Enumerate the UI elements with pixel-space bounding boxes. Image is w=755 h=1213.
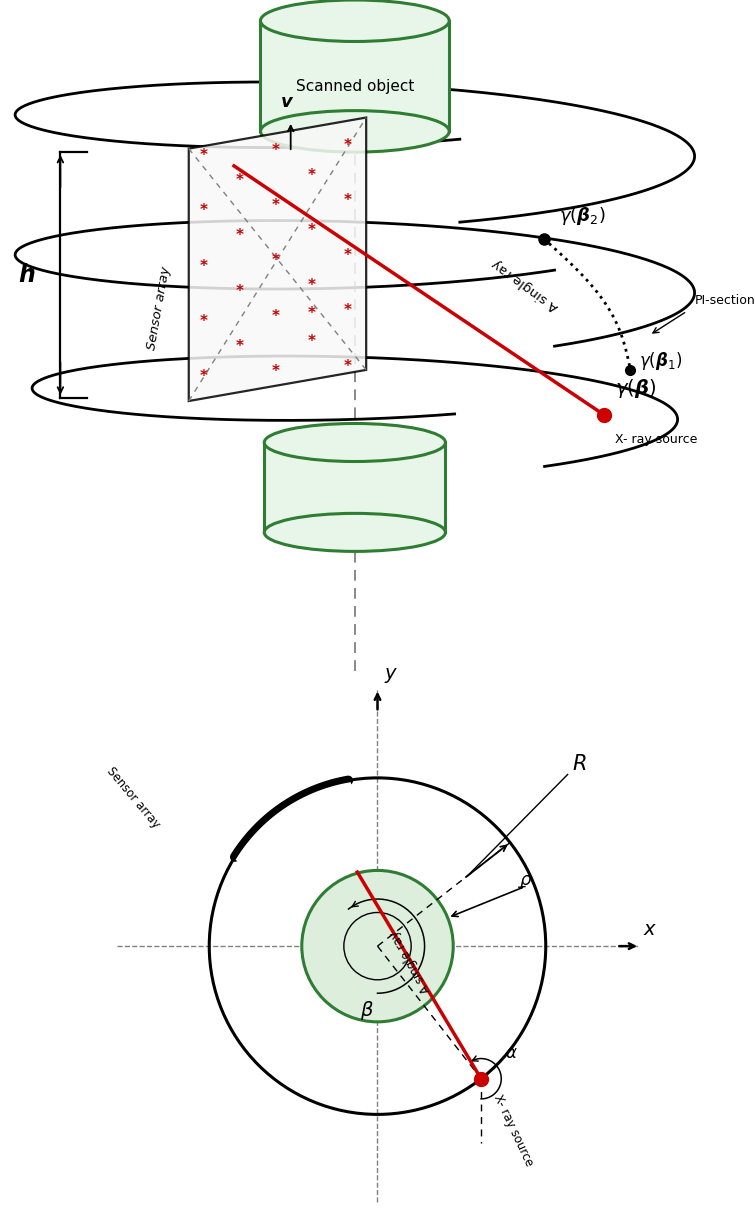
Text: *: * <box>200 258 208 274</box>
Text: *: * <box>344 193 351 207</box>
Text: *: * <box>307 167 316 183</box>
Text: $\boldsymbol{v}$: $\boldsymbol{v}$ <box>280 92 294 110</box>
Text: *: * <box>236 173 244 188</box>
Ellipse shape <box>264 513 445 552</box>
Text: *: * <box>272 143 279 158</box>
Text: *: * <box>272 309 279 324</box>
Text: A single ray: A single ray <box>489 257 561 314</box>
Text: *: * <box>307 306 316 321</box>
Text: $y$: $y$ <box>384 666 399 685</box>
Text: $\rho$: $\rho$ <box>519 873 532 892</box>
Text: $\gamma(\boldsymbol{\beta}_1)$: $\gamma(\boldsymbol{\beta}_1)$ <box>639 351 683 372</box>
Text: *: * <box>272 198 279 213</box>
Text: *: * <box>200 148 208 163</box>
Text: *: * <box>236 284 244 298</box>
Text: *: * <box>307 223 316 238</box>
Text: *: * <box>200 204 208 218</box>
Ellipse shape <box>260 0 449 41</box>
Text: *: * <box>307 279 316 294</box>
Text: $\beta$: $\beta$ <box>360 998 374 1021</box>
Text: Sensor array: Sensor array <box>145 264 172 351</box>
Text: *: * <box>307 334 316 349</box>
Ellipse shape <box>260 110 449 152</box>
Text: *: * <box>344 359 351 374</box>
Polygon shape <box>260 21 449 131</box>
Text: Scanned object: Scanned object <box>296 79 414 93</box>
Text: *: * <box>236 228 244 244</box>
Polygon shape <box>189 118 366 402</box>
Text: $R$: $R$ <box>572 754 587 774</box>
Text: A single ray: A single ray <box>388 928 433 996</box>
Polygon shape <box>264 443 445 533</box>
Text: *: * <box>344 137 351 153</box>
Circle shape <box>302 871 453 1021</box>
Text: *: * <box>200 314 208 329</box>
Text: $\gamma(\boldsymbol{\beta}_2)$: $\gamma(\boldsymbol{\beta}_2)$ <box>559 205 606 227</box>
Text: $\boldsymbol{h}$: $\boldsymbol{h}$ <box>17 263 35 286</box>
Text: PI-section: PI-section <box>695 295 755 307</box>
Text: *: * <box>344 303 351 319</box>
Text: *: * <box>200 369 208 385</box>
Ellipse shape <box>264 423 445 461</box>
Text: $x$: $x$ <box>643 921 658 939</box>
Text: *: * <box>272 364 279 380</box>
Text: *: * <box>236 340 244 354</box>
Text: X- ray source: X- ray source <box>492 1092 536 1168</box>
Text: *: * <box>344 249 351 263</box>
Text: $\alpha$: $\alpha$ <box>505 1044 518 1063</box>
Text: X- ray source: X- ray source <box>615 433 698 445</box>
Text: $\gamma(\boldsymbol{\beta})$: $\gamma(\boldsymbol{\beta})$ <box>615 377 656 400</box>
Text: *: * <box>272 254 279 268</box>
Text: Sensor array: Sensor array <box>104 765 163 831</box>
